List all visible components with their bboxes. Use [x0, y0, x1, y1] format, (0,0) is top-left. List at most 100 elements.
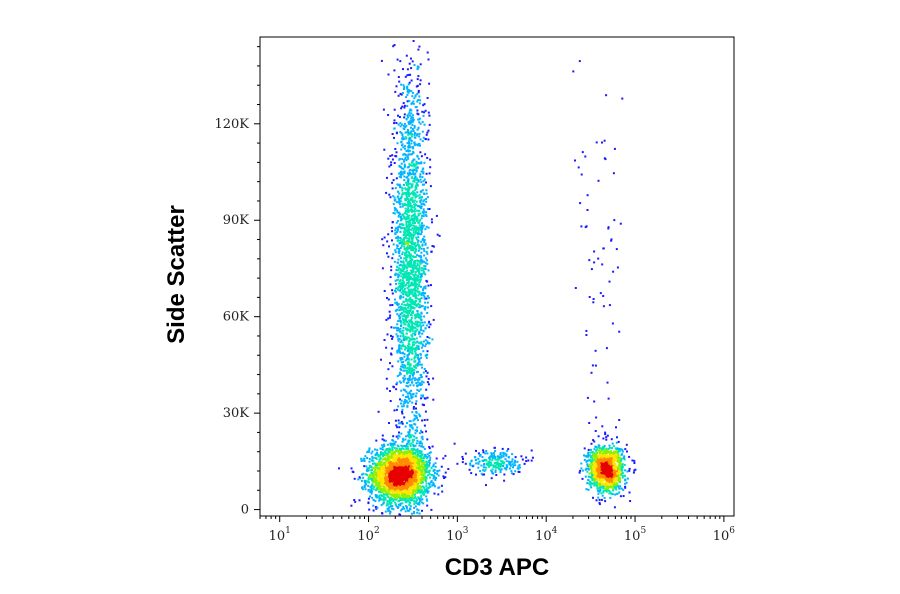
event-point: [412, 194, 415, 197]
event-point: [425, 197, 428, 200]
event-point: [426, 350, 429, 353]
event-point: [405, 226, 408, 229]
event-point: [415, 407, 417, 410]
event-point: [429, 323, 432, 326]
event-point: [413, 206, 416, 209]
event-point: [386, 252, 388, 255]
event-point: [416, 244, 419, 247]
event-point: [415, 437, 418, 439]
event-point: [395, 447, 398, 450]
event-point: [412, 234, 415, 237]
event-point: [386, 466, 389, 468]
event-point: [408, 254, 411, 257]
event-point: [408, 365, 411, 368]
event-point: [403, 416, 406, 419]
event-point: [422, 269, 425, 272]
event-point: [407, 381, 410, 384]
event-point: [395, 460, 398, 463]
event-point: [397, 320, 400, 323]
event-point: [384, 458, 387, 461]
event-point: [423, 249, 426, 252]
event-point: [424, 153, 427, 156]
event-point: [423, 368, 426, 370]
event-point: [390, 502, 393, 504]
event-point: [393, 326, 395, 329]
event-point: [413, 360, 416, 363]
event-point: [418, 102, 421, 105]
event-point: [406, 295, 409, 298]
event-point: [412, 475, 415, 478]
event-point: [408, 238, 411, 240]
event-point: [426, 295, 429, 298]
event-point: [372, 459, 375, 462]
event-point: [407, 206, 410, 209]
event-point: [426, 280, 429, 283]
event-point: [415, 313, 418, 316]
event-point: [402, 146, 405, 149]
event-point: [453, 442, 456, 445]
event-point: [387, 462, 390, 465]
event-point: [391, 468, 394, 470]
event-point: [370, 465, 373, 468]
event-point: [370, 491, 373, 493]
event-point: [398, 447, 401, 450]
event-point: [406, 509, 409, 512]
event-point: [415, 276, 418, 279]
event-point: [393, 456, 396, 459]
event-point: [396, 304, 399, 306]
event-point: [397, 489, 400, 492]
event-point: [423, 286, 426, 289]
event-point: [410, 241, 413, 244]
event-point: [397, 228, 399, 231]
event-point: [424, 453, 427, 456]
event-point: [413, 125, 416, 128]
event-point: [429, 166, 432, 169]
event-point: [405, 217, 408, 220]
event-point: [408, 265, 411, 268]
event-point: [408, 424, 411, 427]
event-point: [371, 484, 374, 487]
event-point: [407, 232, 410, 234]
event-point: [400, 321, 403, 324]
event-point: [387, 317, 390, 320]
event-point: [416, 480, 419, 483]
event-point: [389, 196, 392, 199]
event-point: [421, 343, 424, 346]
event-point: [399, 319, 402, 322]
event-point: [417, 285, 420, 288]
event-point: [432, 474, 435, 477]
event-point: [417, 356, 420, 359]
event-point: [409, 264, 412, 267]
event-point: [422, 167, 425, 170]
event-point: [411, 243, 413, 246]
event-point: [368, 473, 371, 476]
event-point: [430, 480, 433, 483]
event-point: [403, 104, 406, 107]
event-point: [401, 187, 404, 190]
event-point: [413, 266, 415, 269]
event-point: [390, 164, 393, 166]
event-point: [423, 340, 425, 343]
event-point: [401, 318, 404, 321]
event-point: [414, 207, 417, 210]
event-point: [421, 467, 424, 470]
event-point: [414, 395, 417, 398]
event-point: [406, 213, 409, 216]
event-point: [394, 488, 397, 491]
event-point: [407, 230, 410, 233]
event-point: [410, 301, 413, 304]
event-point: [382, 479, 385, 482]
event-point: [410, 484, 413, 487]
event-point: [426, 489, 429, 492]
event-point: [414, 469, 417, 472]
event-point: [393, 386, 395, 389]
event-point: [418, 468, 421, 471]
event-point: [401, 279, 404, 282]
event-point: [416, 320, 419, 323]
event-point: [399, 122, 402, 125]
event-point: [407, 486, 410, 489]
event-point: [389, 486, 392, 489]
event-point: [412, 256, 415, 258]
event-point: [412, 268, 415, 271]
event-point: [404, 284, 407, 287]
